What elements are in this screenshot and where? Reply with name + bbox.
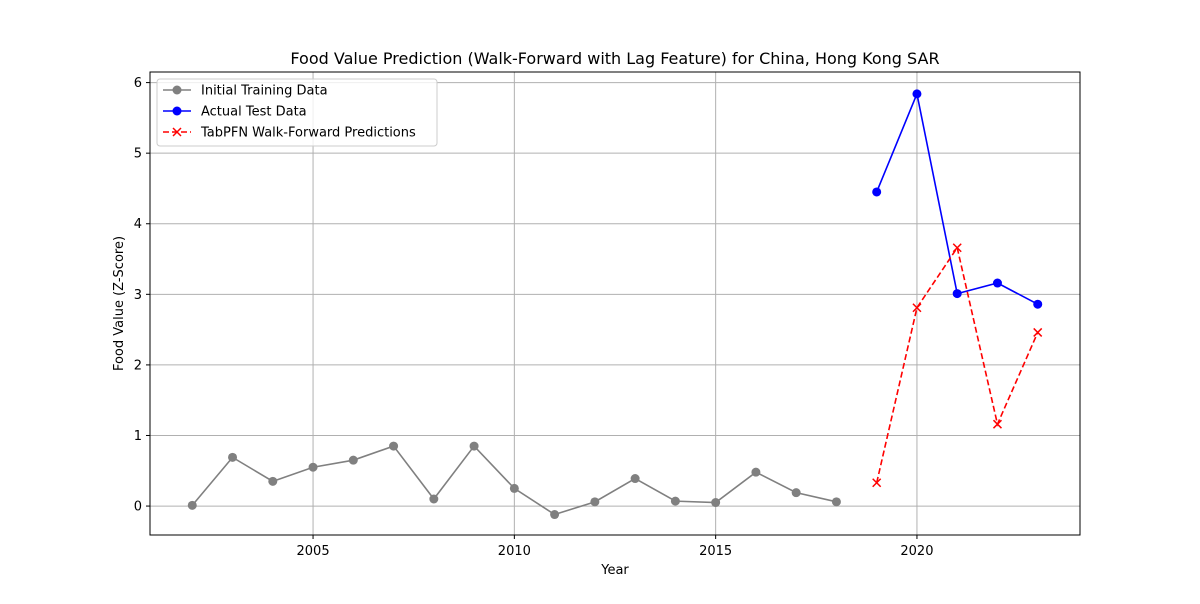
x-marker-stroke (1033, 327, 1043, 337)
data-point (172, 127, 182, 137)
series-line (875, 91, 1039, 305)
data-point (268, 476, 278, 486)
series-group (187, 441, 841, 520)
data-point (872, 187, 882, 197)
data-point (348, 455, 358, 465)
y-axis-label: Food Value (Z-Score) (112, 236, 127, 371)
series-group (872, 89, 1043, 309)
x-marker-stroke (872, 478, 882, 488)
legend: Initial Training Data Actual Test Data Tab… (156, 78, 438, 147)
legend-label: TabPFN Walk-Forward Predictions (200, 126, 416, 141)
x-marker-stroke (992, 419, 1002, 429)
data-point (187, 500, 197, 510)
y-tick-label: 1 (134, 429, 142, 444)
y-tick-label: 3 (134, 288, 142, 303)
legend-entry: TabPFN Walk-Forward Predictions (163, 126, 416, 141)
data-point (228, 452, 238, 462)
x-tick-label: 2010 (498, 544, 531, 559)
data-point (992, 419, 1002, 429)
y-tick-label: 0 (134, 500, 142, 515)
data-point (952, 243, 962, 253)
data-point (711, 498, 721, 508)
data-point (952, 289, 962, 299)
x-axis-ticks: 2005 2010 2015 2020 (297, 535, 933, 559)
data-point (590, 497, 600, 507)
legend-box (156, 78, 438, 147)
legend-label: Initial Training Data (201, 84, 328, 99)
data-point (1033, 327, 1043, 337)
data-point (751, 467, 761, 477)
data-point (912, 89, 922, 99)
x-marker-stroke (952, 243, 962, 253)
data-point (831, 497, 841, 507)
x-axis-label: Year (600, 563, 629, 578)
x-tick-label: 2020 (900, 544, 933, 559)
x-marker-stroke (912, 303, 922, 313)
x-marker-stroke (172, 127, 182, 137)
y-tick-label: 4 (134, 217, 142, 232)
legend-label: Actual Test Data (201, 105, 307, 120)
data-point (172, 106, 182, 116)
data-point (992, 278, 1002, 288)
data-point (1033, 299, 1043, 309)
data-point (469, 441, 479, 451)
data-point (670, 496, 680, 506)
legend-entry: Actual Test Data (163, 105, 307, 120)
y-tick-label: 2 (134, 358, 142, 373)
series-line (875, 245, 1039, 483)
data-point (172, 85, 182, 95)
legend-entry: Initial Training Data (163, 84, 328, 99)
y-tick-label: 6 (134, 76, 142, 91)
x-tick-label: 2015 (699, 544, 732, 559)
data-point (630, 474, 640, 484)
data-point (872, 478, 882, 488)
data-point (308, 462, 318, 472)
data-point (550, 510, 560, 520)
y-tick-label: 5 (134, 147, 142, 162)
plot-frame (149, 71, 1081, 536)
y-axis-ticks: 0 1 2 3 4 5 6 (134, 76, 150, 515)
data-point (429, 494, 439, 504)
data-point (509, 483, 519, 493)
x-tick-label: 2005 (297, 544, 330, 559)
chart-title: Food Value Prediction (Walk-Forward with… (290, 49, 939, 68)
plot-series (187, 89, 1043, 520)
series-group (872, 243, 1043, 488)
data-point (912, 303, 922, 313)
data-point (791, 488, 801, 498)
data-point (389, 441, 399, 451)
